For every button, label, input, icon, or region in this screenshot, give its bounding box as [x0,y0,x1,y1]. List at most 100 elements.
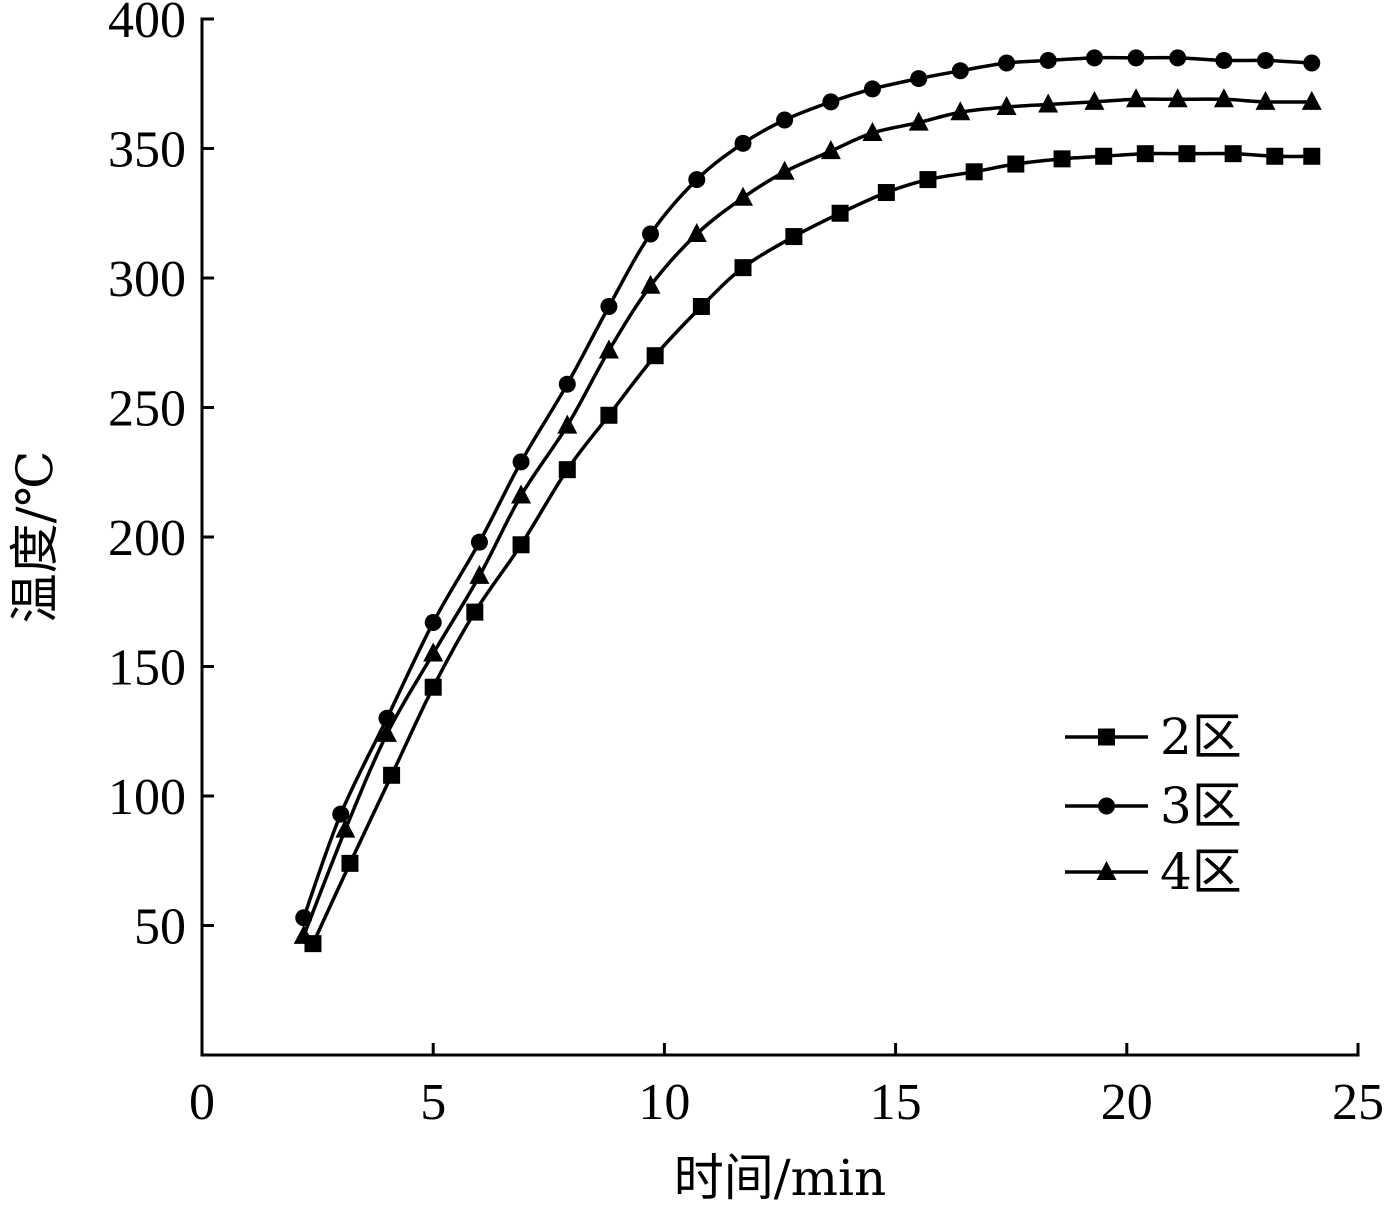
series-circle [295,49,1321,927]
data-point [1224,145,1242,163]
data-point [332,805,350,823]
data-point [598,339,619,359]
data-point [734,134,752,152]
data-point [512,536,530,554]
legend: 2区 3区 4区 [1065,708,1242,901]
data-point [558,461,576,479]
data-point [1169,49,1187,67]
x-tick-label: 20 [1101,1074,1153,1131]
data-point [1303,54,1321,72]
data-point [1257,51,1275,69]
data-point [558,375,576,393]
data-point [1053,150,1071,168]
data-point [965,163,983,181]
data-point [1085,49,1103,67]
data-point [998,54,1016,72]
data-point [424,613,442,631]
data-point [335,818,356,838]
x-tick-label: 15 [870,1074,922,1131]
x-axis-title: 时间/min [674,1149,886,1205]
data-point [293,924,314,944]
data-point [1126,88,1147,108]
data-point [919,171,937,189]
x-tick-label: 5 [420,1074,446,1131]
y-axis-title: 温度/℃ [6,451,64,624]
data-point [688,171,706,189]
data-point [1213,88,1234,108]
x-tick-label: 0 [189,1074,215,1131]
data-point [774,160,795,180]
data-point [1266,147,1284,165]
data-point [383,766,401,784]
data-point [996,96,1017,116]
legend-marker [1098,797,1115,815]
y-tick-label: 150 [108,640,186,697]
series-layer [293,49,1322,953]
data-point [1215,51,1233,69]
data-point [862,121,883,141]
data-point [686,222,707,242]
x-tick-label: 10 [638,1074,690,1131]
data-point [1255,90,1276,110]
legend-marker [1098,728,1115,746]
data-point [466,603,484,621]
legend-label: 4区 [1160,843,1242,901]
y-tick-label: 50 [134,899,186,956]
data-point [642,225,660,243]
data-point [423,642,444,662]
data-point [557,414,578,434]
data-point [1007,155,1025,173]
legend-item: 4区 [1065,843,1242,901]
data-point [950,101,971,121]
data-point [341,854,359,872]
legend-item: 3区 [1065,777,1242,835]
y-tick-label: 200 [108,510,186,567]
data-point [600,297,618,315]
data-point [1038,93,1059,113]
legend-marker [1096,861,1117,880]
data-point [820,140,841,160]
data-point [1127,49,1145,67]
legend-label: 2区 [1160,708,1242,766]
data-point [1303,147,1321,165]
data-point [776,111,794,129]
y-tick-label: 250 [108,381,186,438]
data-point [1136,145,1154,163]
data-point [511,484,532,504]
y-tick-label: 300 [108,251,186,308]
y-tick-label: 100 [108,769,186,826]
data-point [951,62,969,80]
data-point [733,186,754,206]
data-point [1039,51,1057,69]
data-point [692,297,710,315]
data-point [1167,88,1188,108]
data-point [785,228,803,246]
data-point [877,184,895,202]
data-point [640,274,661,294]
data-point [822,93,840,111]
data-point [908,111,929,131]
ticks: 0 5 10 15 20 25 50 100 150 200 250 300 350 400 [108,0,1384,1131]
data-point [470,533,488,551]
data-point [863,80,881,98]
x-tick-label: 25 [1332,1074,1384,1131]
data-point [646,347,664,365]
y-tick-label: 350 [108,122,186,179]
data-point [512,453,530,471]
series-square [304,145,1321,953]
legend-label: 3区 [1160,777,1242,835]
y-tick-label: 400 [108,0,186,49]
data-point [376,722,397,742]
data-point [1084,90,1105,110]
data-point [600,406,618,424]
data-point [910,70,928,88]
data-point [1178,145,1196,163]
legend-item: 2区 [1065,708,1242,766]
data-point [831,204,849,222]
data-point [1095,147,1113,165]
data-point [1301,90,1322,110]
series-triangle [293,88,1322,944]
data-point [734,259,752,277]
data-point [469,564,490,584]
